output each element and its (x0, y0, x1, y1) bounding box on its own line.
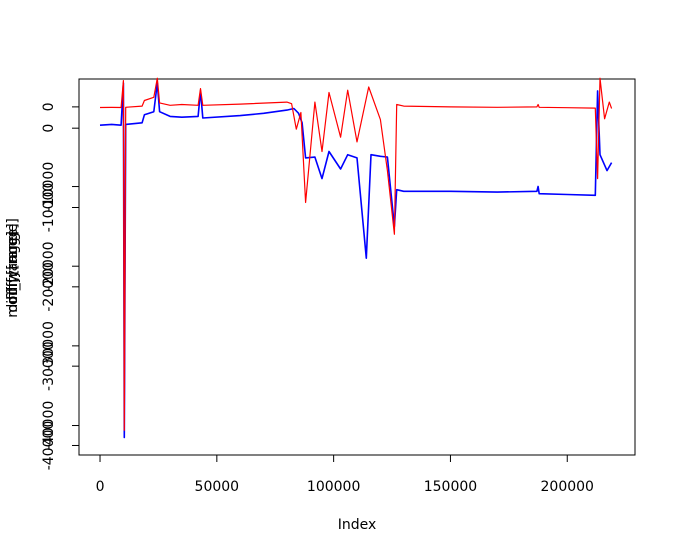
y-tick-label-outer: -20000 (41, 241, 57, 291)
x-axis-label: Index (338, 517, 377, 533)
y-tick-label-inner: -20000 (41, 262, 57, 312)
x-axis: 0 50000 100000 150000 200000 (96, 454, 594, 495)
y-tick-label-outer: -30000 (41, 321, 57, 371)
y-tick-label-outer: -10000 (41, 162, 57, 212)
y-tick-label-inner: -10000 (41, 183, 57, 233)
y-tick-label-inner: 0 (41, 124, 57, 133)
y-tick-label-outer: -40000 (41, 401, 57, 451)
y-tick-label-inner: -30000 (41, 341, 57, 391)
x-tick-label: 100000 (307, 479, 360, 495)
y-axis-label-diff: diff[range] (5, 231, 21, 305)
plot-lines (99, 77, 613, 439)
y-tick-label-inner: -40000 (41, 421, 57, 471)
x-tick-label: 50000 (195, 479, 240, 495)
y-axis-label-diff-y: diff_y[range] (5, 223, 21, 312)
y-axes: 0 -10000 -20000 -30000 -40000 0 -10000 -20000 -3… (41, 102, 80, 471)
x-tick-label: 150000 (424, 479, 477, 495)
x-tick-label: 200000 (541, 479, 594, 495)
y-tick-label-outer: 0 (41, 102, 57, 111)
series-line-1 (99, 82, 613, 439)
y-axis-label-modify: modify[range] (5, 218, 21, 318)
series-line-2 (99, 77, 613, 431)
plot-frame (78, 78, 636, 456)
x-tick-label: 0 (96, 479, 105, 495)
